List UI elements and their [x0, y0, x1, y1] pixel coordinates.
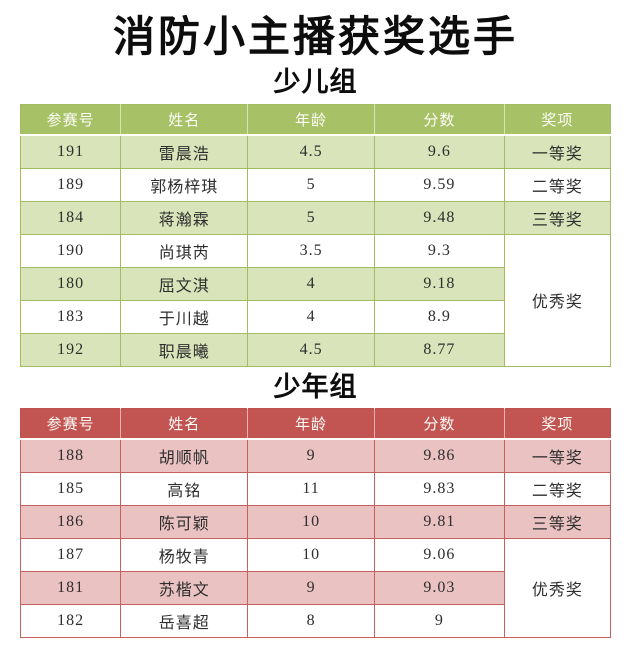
table-row: 183 于川越 4 8.9: [19, 299, 611, 334]
group-title-youth: 少年组: [273, 371, 358, 402]
cell-contestant-no: 182: [19, 604, 122, 639]
cell-score: 9: [373, 604, 505, 639]
cell-age: 10: [247, 505, 375, 540]
table-row: 187 杨牧青 10 9.06 优秀奖: [19, 538, 612, 639]
cell-award: 一等奖: [503, 134, 612, 169]
cell-score: 9.83: [373, 472, 505, 507]
cell-name: 雷晨浩: [120, 134, 249, 169]
table-row: 184 蒋瀚霖 5 9.48 三等奖: [19, 200, 612, 235]
table-row: 180 屈文淇 4 9.18: [19, 266, 611, 301]
cell-age: 8: [247, 604, 375, 639]
cell-age: 4.5: [247, 332, 375, 367]
table-row: 191 雷晨浩 4.5 9.6 一等奖: [19, 134, 612, 169]
cell-name: 屈文淇: [120, 266, 249, 301]
cell-score: 9.48: [373, 200, 505, 235]
col-header-award: 奖项: [504, 104, 611, 136]
cell-age: 9: [247, 438, 375, 474]
table-row: 192 职晨曦 4.5 8.77: [19, 332, 611, 367]
children-group-section: 少儿组 参赛号 姓名 年龄 分数 奖项 191 雷晨浩 4.5 9.: [0, 66, 631, 367]
cell-contestant-no: 185: [19, 472, 122, 507]
cell-contestant-no: 187: [19, 538, 122, 573]
cell-contestant-no: 190: [19, 233, 122, 268]
cell-score: 8.77: [373, 332, 505, 367]
col-header-name: 姓名: [120, 104, 249, 136]
cell-name: 杨牧青: [120, 538, 249, 573]
cell-award: 三等奖: [503, 505, 612, 540]
cell-age: 11: [247, 472, 375, 507]
table-row: 186 陈可颖 10 9.81 三等奖: [19, 505, 612, 540]
table-row: 185 高铭 11 9.83 二等奖: [19, 472, 612, 507]
table-header-row: 参赛号 姓名 年龄 分数 奖项: [20, 408, 611, 441]
merged-award-cell: 优秀奖: [503, 233, 612, 367]
col-header-score: 分数: [374, 104, 505, 136]
cell-award: 一等奖: [503, 438, 612, 474]
cell-name: 职晨曦: [120, 332, 249, 367]
cell-age: 4.5: [247, 134, 375, 169]
cell-age: 10: [247, 538, 375, 573]
youth-group-section: 少年组 参赛号 姓名 年龄 分数 奖项 188 胡顺帆 9 9.86: [0, 371, 631, 639]
table-row: 181 苏楷文 9 9.03: [19, 571, 611, 606]
cell-contestant-no: 192: [19, 332, 122, 367]
merged-award-cell: 优秀奖: [503, 538, 612, 639]
cell-age: 9: [247, 571, 375, 606]
cell-name: 岳喜超: [120, 604, 249, 639]
cell-name: 于川越: [120, 299, 249, 334]
cell-score: 8.9: [373, 299, 505, 334]
cell-contestant-no: 188: [19, 438, 122, 474]
cell-name: 胡顺帆: [120, 438, 249, 474]
table-row: 189 郭杨梓琪 5 9.59 二等奖: [19, 167, 612, 202]
cell-award: 三等奖: [503, 200, 612, 235]
col-header-contestant-no: 参赛号: [20, 104, 122, 136]
table-row: 182 岳喜超 8 9: [19, 604, 611, 639]
cell-award: 二等奖: [503, 472, 612, 507]
col-header-name: 姓名: [120, 408, 249, 441]
cell-age: 3.5: [247, 233, 375, 268]
cell-contestant-no: 186: [19, 505, 122, 540]
col-header-score: 分数: [374, 408, 505, 441]
cell-score: 9.81: [373, 505, 505, 540]
cell-contestant-no: 191: [19, 134, 122, 169]
cell-name: 陈可颖: [120, 505, 249, 540]
cell-score: 9.03: [373, 571, 505, 606]
cell-contestant-no: 189: [19, 167, 122, 202]
cell-age: 5: [247, 200, 375, 235]
col-header-age: 年龄: [247, 408, 375, 441]
col-header-contestant-no: 参赛号: [20, 408, 122, 441]
cell-score: 9.6: [373, 134, 505, 169]
cell-name: 尚琪芮: [120, 233, 249, 268]
table-header-row: 参赛号 姓名 年龄 分数 奖项: [20, 104, 611, 136]
cell-contestant-no: 181: [19, 571, 122, 606]
group-title-children: 少儿组: [273, 67, 358, 98]
cell-name: 苏楷文: [120, 571, 249, 606]
cell-score: 9.06: [373, 538, 505, 573]
youth-award-table: 参赛号 姓名 年龄 分数 奖项 188 胡顺帆 9 9.86 一等奖 185 高: [19, 408, 612, 639]
cell-score: 9.3: [373, 233, 505, 268]
cell-score: 9.18: [373, 266, 505, 301]
cell-contestant-no: 183: [19, 299, 122, 334]
cell-name: 蒋瀚霖: [120, 200, 249, 235]
cell-age: 4: [247, 299, 375, 334]
page-title: 消防小主播获奖选手: [112, 15, 518, 61]
cell-contestant-no: 180: [19, 266, 122, 301]
cell-age: 5: [247, 167, 375, 202]
cell-name: 高铭: [120, 472, 249, 507]
col-header-award: 奖项: [504, 408, 611, 441]
cell-name: 郭杨梓琪: [120, 167, 249, 202]
cell-age: 4: [247, 266, 375, 301]
cell-score: 9.59: [373, 167, 505, 202]
cell-contestant-no: 184: [19, 200, 122, 235]
table-row: 188 胡顺帆 9 9.86 一等奖: [19, 438, 612, 474]
cell-score: 9.86: [373, 438, 505, 474]
cell-award: 二等奖: [503, 167, 612, 202]
children-award-table: 参赛号 姓名 年龄 分数 奖项 191 雷晨浩 4.5 9.6 一等奖 189: [19, 103, 612, 367]
table-row: 190 尚琪芮 3.5 9.3 优秀奖: [19, 233, 612, 367]
col-header-age: 年龄: [247, 104, 375, 136]
